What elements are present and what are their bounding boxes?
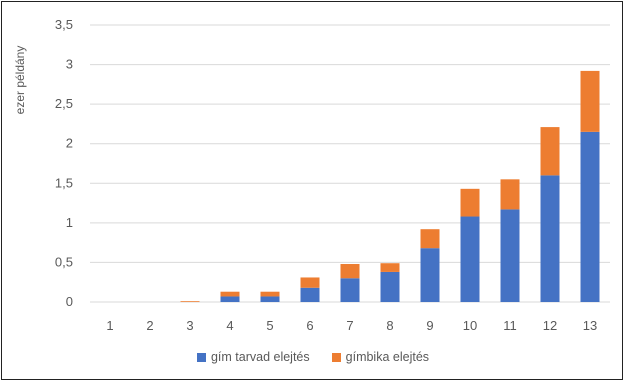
y-tick-label: 3,5 [55,17,73,32]
legend-item-gimbika: gímbika elejtés [331,350,430,364]
bar-gimbika [580,70,600,132]
y-tick-label: 2 [66,136,73,151]
bar-gim-tarvad [580,131,600,302]
legend-label-gim-tarvad: gím tarvad elejtés [210,350,310,364]
bar-gimbika [220,291,240,297]
x-tick-label: 12 [543,318,557,333]
y-tick-label: 1,5 [55,175,73,190]
x-tick-label: 3 [186,318,193,333]
x-tick-label: 6 [306,318,313,333]
bar-gimbika [340,264,360,279]
x-tick-label: 7 [346,318,353,333]
legend-label-gimbika: gímbika elejtés [345,350,430,364]
bar-gimbika [180,301,200,303]
bar-gim-tarvad [340,278,360,302]
legend-item-gim-tarvad: gím tarvad elejtés [196,350,310,364]
x-tick-label: 8 [386,318,393,333]
y-tick-label: 0,5 [55,254,73,269]
y-tick-label: 3 [66,57,73,72]
bar-gimbika [260,291,280,297]
x-tick-label: 10 [463,318,477,333]
legend-swatch-orange [331,352,341,362]
bar-gimbika [460,188,480,217]
bars [180,70,600,303]
bar-gimbika [420,229,440,249]
x-tick-label: 9 [426,318,433,333]
x-tick-label: 5 [266,318,273,333]
bar-gim-tarvad [380,271,400,302]
x-tick-label: 4 [226,318,233,333]
bar-gim-tarvad [300,287,320,302]
legend-swatch-blue [196,352,206,362]
legend: gím tarvad elejtés gímbika elejtés [0,350,626,364]
bar-gim-tarvad [420,248,440,302]
bar-gim-tarvad [220,296,240,302]
bar-gimbika [500,179,520,210]
x-tick-label: 11 [503,318,517,333]
x-tick-label: 2 [146,318,153,333]
bar-gimbika [300,277,320,288]
x-tick-label: 13 [583,318,597,333]
gridlines [90,24,610,303]
bar-gim-tarvad [260,296,280,302]
bar-gimbika [540,127,560,176]
y-tick-label: 1 [66,215,73,230]
bar-gim-tarvad [540,175,560,302]
x-tick-labels: 1 2 3 4 5 6 7 8 9 10 11 12 13 [106,318,597,333]
bar-gimbika [380,263,400,272]
y-axis-label: ezer példány [13,46,27,115]
bar-gim-tarvad [500,209,520,302]
bar-gim-tarvad [460,216,480,302]
y-tick-label: 2,5 [55,96,73,111]
x-tick-label: 1 [106,318,113,333]
y-tick-labels: 0 0,5 1 1,5 2 2,5 3 3,5 [55,17,73,309]
y-tick-label: 0 [66,294,73,309]
